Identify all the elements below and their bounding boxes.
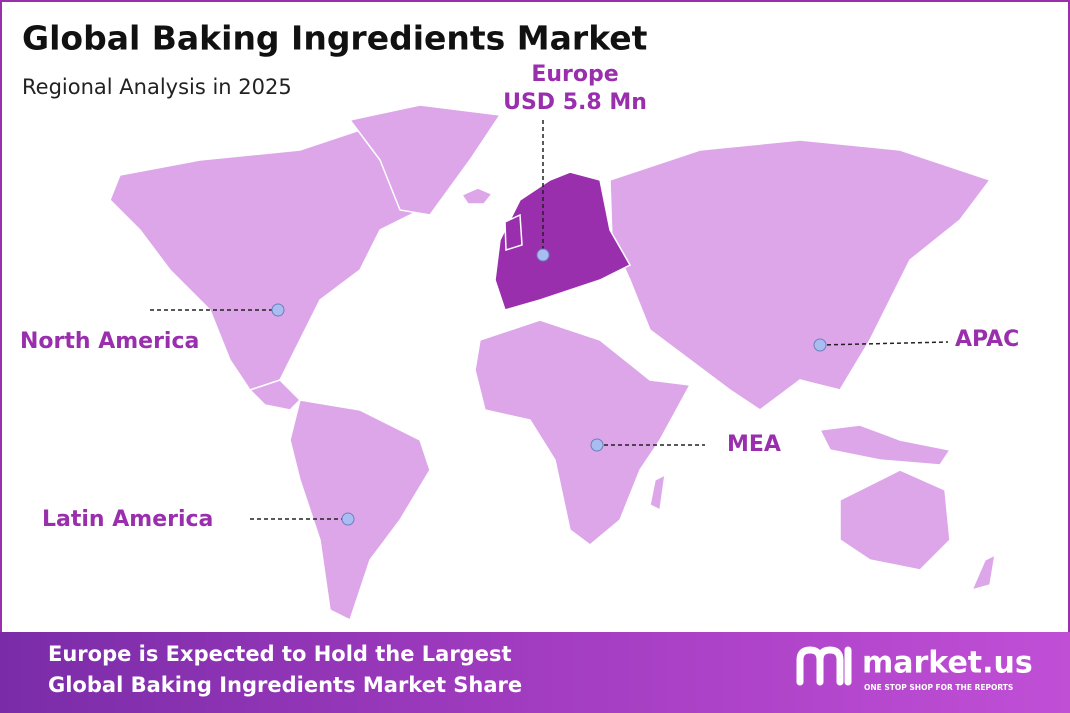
region-label: APAC [955,327,1019,352]
region-label: Europe [531,62,618,87]
south-america [289,399,431,622]
region-value: USD 5.8 Mn [503,90,647,115]
tagline: ONE STOP SHOP FOR THE REPORTS [864,683,1013,692]
logo-mark [796,646,852,686]
asia [609,139,992,411]
callouts: Europe USD 5.8 Mn North America APAC MEA… [20,62,1019,532]
marker [590,438,604,452]
central-america [248,379,302,411]
footer-line: Global Baking Ingredients Market Share [48,673,522,697]
madagascar [649,473,666,512]
iceland [460,187,494,205]
new-zealand [970,553,996,592]
brand: market.us [862,646,1033,681]
region-label: MEA [727,432,781,457]
australia [839,469,951,571]
africa [474,319,692,546]
marker [271,303,285,317]
uk [504,213,523,252]
footer-band [0,632,1070,713]
marker [536,248,550,262]
marker [813,338,827,352]
world-map [109,104,996,622]
title: Global Baking Ingredients Market [22,19,648,58]
leader-line [819,341,949,346]
subtitle: Regional Analysis in 2025 [22,75,292,99]
footer-line: Europe is Expected to Hold the Largest [48,642,512,666]
region-label: North America [20,329,199,354]
indonesia [818,424,952,466]
greenland [348,104,502,216]
marker [341,512,355,526]
europe [494,171,632,311]
region-label: Latin America [42,507,213,532]
logo: market.us ONE STOP SHOP FOR THE REPORTS [796,646,1033,692]
